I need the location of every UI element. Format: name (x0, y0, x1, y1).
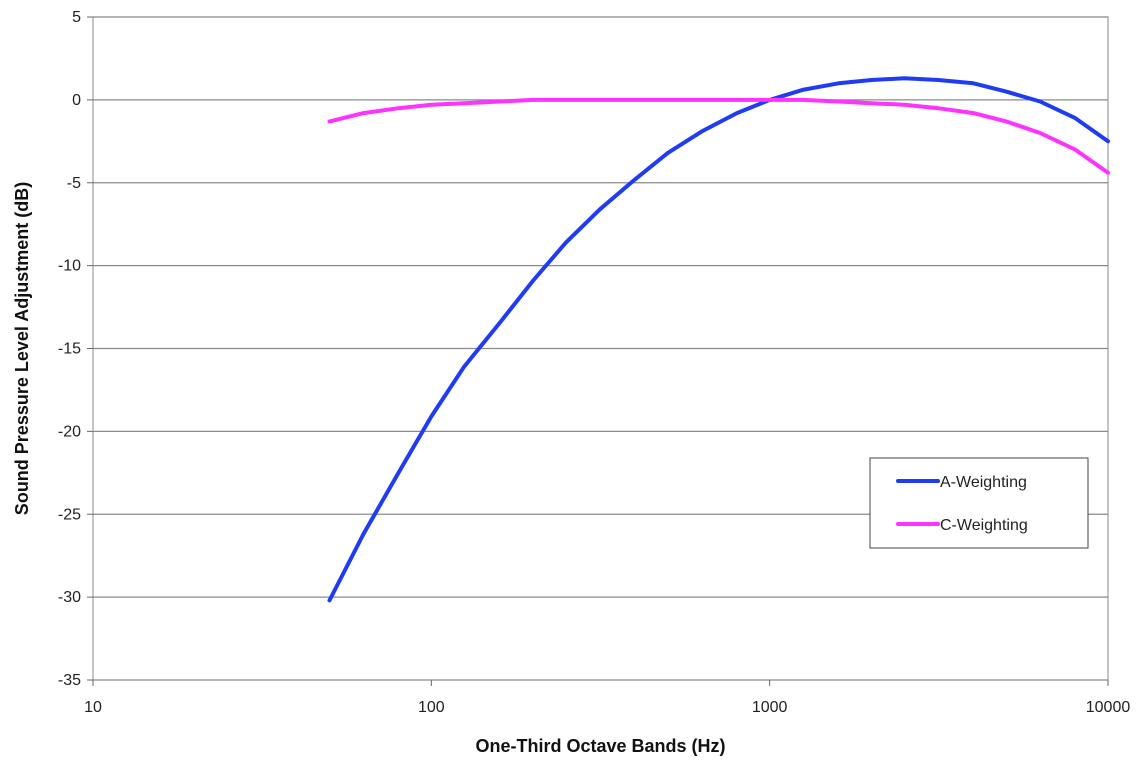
legend-label: C-Weighting (940, 517, 1028, 534)
y-tick-label: -15 (58, 341, 81, 358)
y-tick-label: -10 (58, 258, 81, 275)
series-line-a-weighting (327, 76, 1110, 603)
y-axis-title: Sound Pressure Level Adjustment (dB) (12, 182, 32, 515)
y-tick-label: 0 (72, 92, 81, 109)
legend: A-Weighting C-Weighting (869, 457, 1089, 549)
x-tick-label: 10000 (1086, 699, 1131, 716)
x-tick-label: 100 (418, 699, 445, 716)
legend-items: A-Weighting C-Weighting (896, 474, 1028, 534)
x-axis-ticks: 10 100 1000 10000 (84, 680, 1130, 716)
y-tick-label: 5 (72, 9, 81, 26)
y-axis-ticks: 5 0 -5 -10 -15 -20 -25 -30 -35 (58, 9, 93, 689)
y-tick-label: -35 (58, 672, 81, 689)
series-line-c-weighting (327, 97, 1110, 175)
legend-label: A-Weighting (940, 474, 1027, 491)
series-lines (327, 76, 1110, 603)
y-tick-label: -25 (58, 506, 81, 523)
y-tick-label: -20 (58, 423, 81, 440)
gridlines (93, 16, 1108, 681)
x-tick-label: 10 (84, 699, 102, 716)
y-tick-label: -5 (67, 175, 81, 192)
x-tick-label: 1000 (752, 699, 788, 716)
y-tick-label: -30 (58, 589, 81, 606)
x-axis-title: One-Third Octave Bands (Hz) (475, 736, 725, 756)
legend-box (869, 457, 1089, 549)
